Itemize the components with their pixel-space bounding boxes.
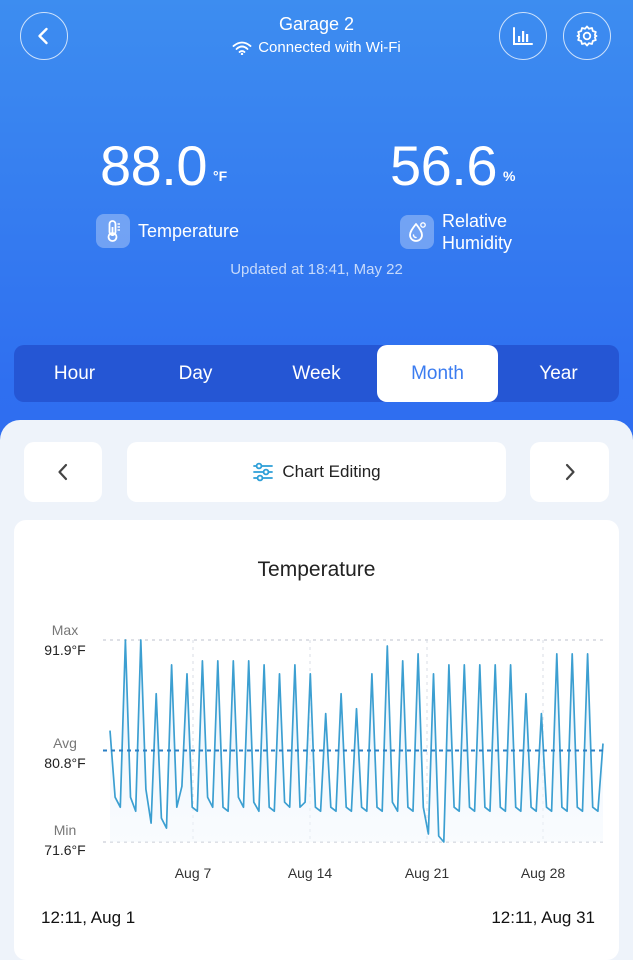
x-tick-label: Aug 28 — [520, 865, 566, 881]
chart-title: Temperature — [257, 558, 376, 581]
avg-label: Avg 80.8°F — [30, 733, 100, 773]
back-button[interactable] — [20, 12, 68, 60]
device-title: Garage 2 — [278, 14, 355, 34]
range-start: 12:11, Aug 1 — [41, 908, 136, 927]
connection-text: Connected with Wi-Fi — [258, 39, 401, 56]
chevron-left-icon — [58, 463, 68, 481]
settings-button[interactable] — [563, 12, 611, 60]
humidity-label-line2: Humidity — [442, 233, 513, 253]
tab-hour[interactable]: Hour — [53, 362, 96, 384]
avg-value: 80.8°F — [44, 755, 86, 771]
header-title-block: Garage 2 Connected with Wi-Fi — [0, 14, 633, 60]
chart-card — [14, 520, 619, 960]
humidity-label-text: Relative Humidity — [442, 210, 512, 254]
chevron-left-icon — [38, 27, 48, 45]
connection-status: Connected with Wi-Fi — [232, 39, 401, 56]
previous-period-button[interactable] — [24, 442, 102, 502]
range-end: 12:11, Aug 31 — [491, 908, 595, 927]
chart-editing-button[interactable]: Chart Editing — [127, 442, 506, 502]
next-period-button[interactable] — [530, 442, 609, 502]
bar-chart-icon — [513, 27, 533, 45]
chevron-right-icon — [565, 463, 575, 481]
period-tabs: Hour Day Week Month Year — [14, 345, 619, 402]
tab-year[interactable]: Year — [539, 362, 578, 384]
tab-month[interactable]: Month — [377, 345, 498, 402]
temperature-reading: 88.0 °F — [100, 138, 227, 194]
x-tick-label: Aug 21 — [404, 865, 450, 881]
statistics-button[interactable] — [499, 12, 547, 60]
avg-key: Avg — [53, 735, 77, 751]
wifi-icon — [232, 41, 252, 55]
temperature-label-text: Temperature — [138, 220, 240, 241]
max-value: 91.9°F — [44, 642, 86, 658]
max-label: Max 91.9°F — [30, 620, 100, 660]
water-drop-icon — [400, 215, 434, 249]
min-label: Min 71.6°F — [30, 820, 100, 860]
humidity-unit: % — [503, 168, 516, 184]
temperature-value: 88.0 — [100, 134, 208, 197]
humidity-value: 56.6 — [390, 134, 498, 197]
updated-timestamp: Updated at 18:41, May 22 — [230, 261, 403, 278]
humidity-reading: 56.6 % — [390, 138, 515, 194]
temperature-unit: °F — [213, 168, 228, 184]
max-key: Max — [51, 622, 79, 638]
x-tick-label: Aug 14 — [287, 865, 333, 881]
min-value: 71.6°F — [44, 842, 86, 858]
thermometer-icon — [96, 214, 130, 248]
series-area — [110, 640, 603, 842]
humidity-label: Relative Humidity — [400, 210, 512, 254]
x-tick-label: Aug 7 — [174, 865, 212, 881]
temperature-label: Temperature — [96, 214, 239, 248]
sliders-icon — [253, 462, 274, 482]
tab-week[interactable]: Week — [292, 362, 341, 384]
tab-day[interactable]: Day — [178, 362, 213, 384]
gear-icon — [576, 25, 598, 47]
min-key: Min — [53, 822, 77, 838]
humidity-label-line1: Relative — [442, 211, 508, 231]
series-line — [109, 639, 604, 843]
temperature-chart — [103, 639, 604, 843]
chart-editing-label: Chart Editing — [282, 462, 381, 481]
